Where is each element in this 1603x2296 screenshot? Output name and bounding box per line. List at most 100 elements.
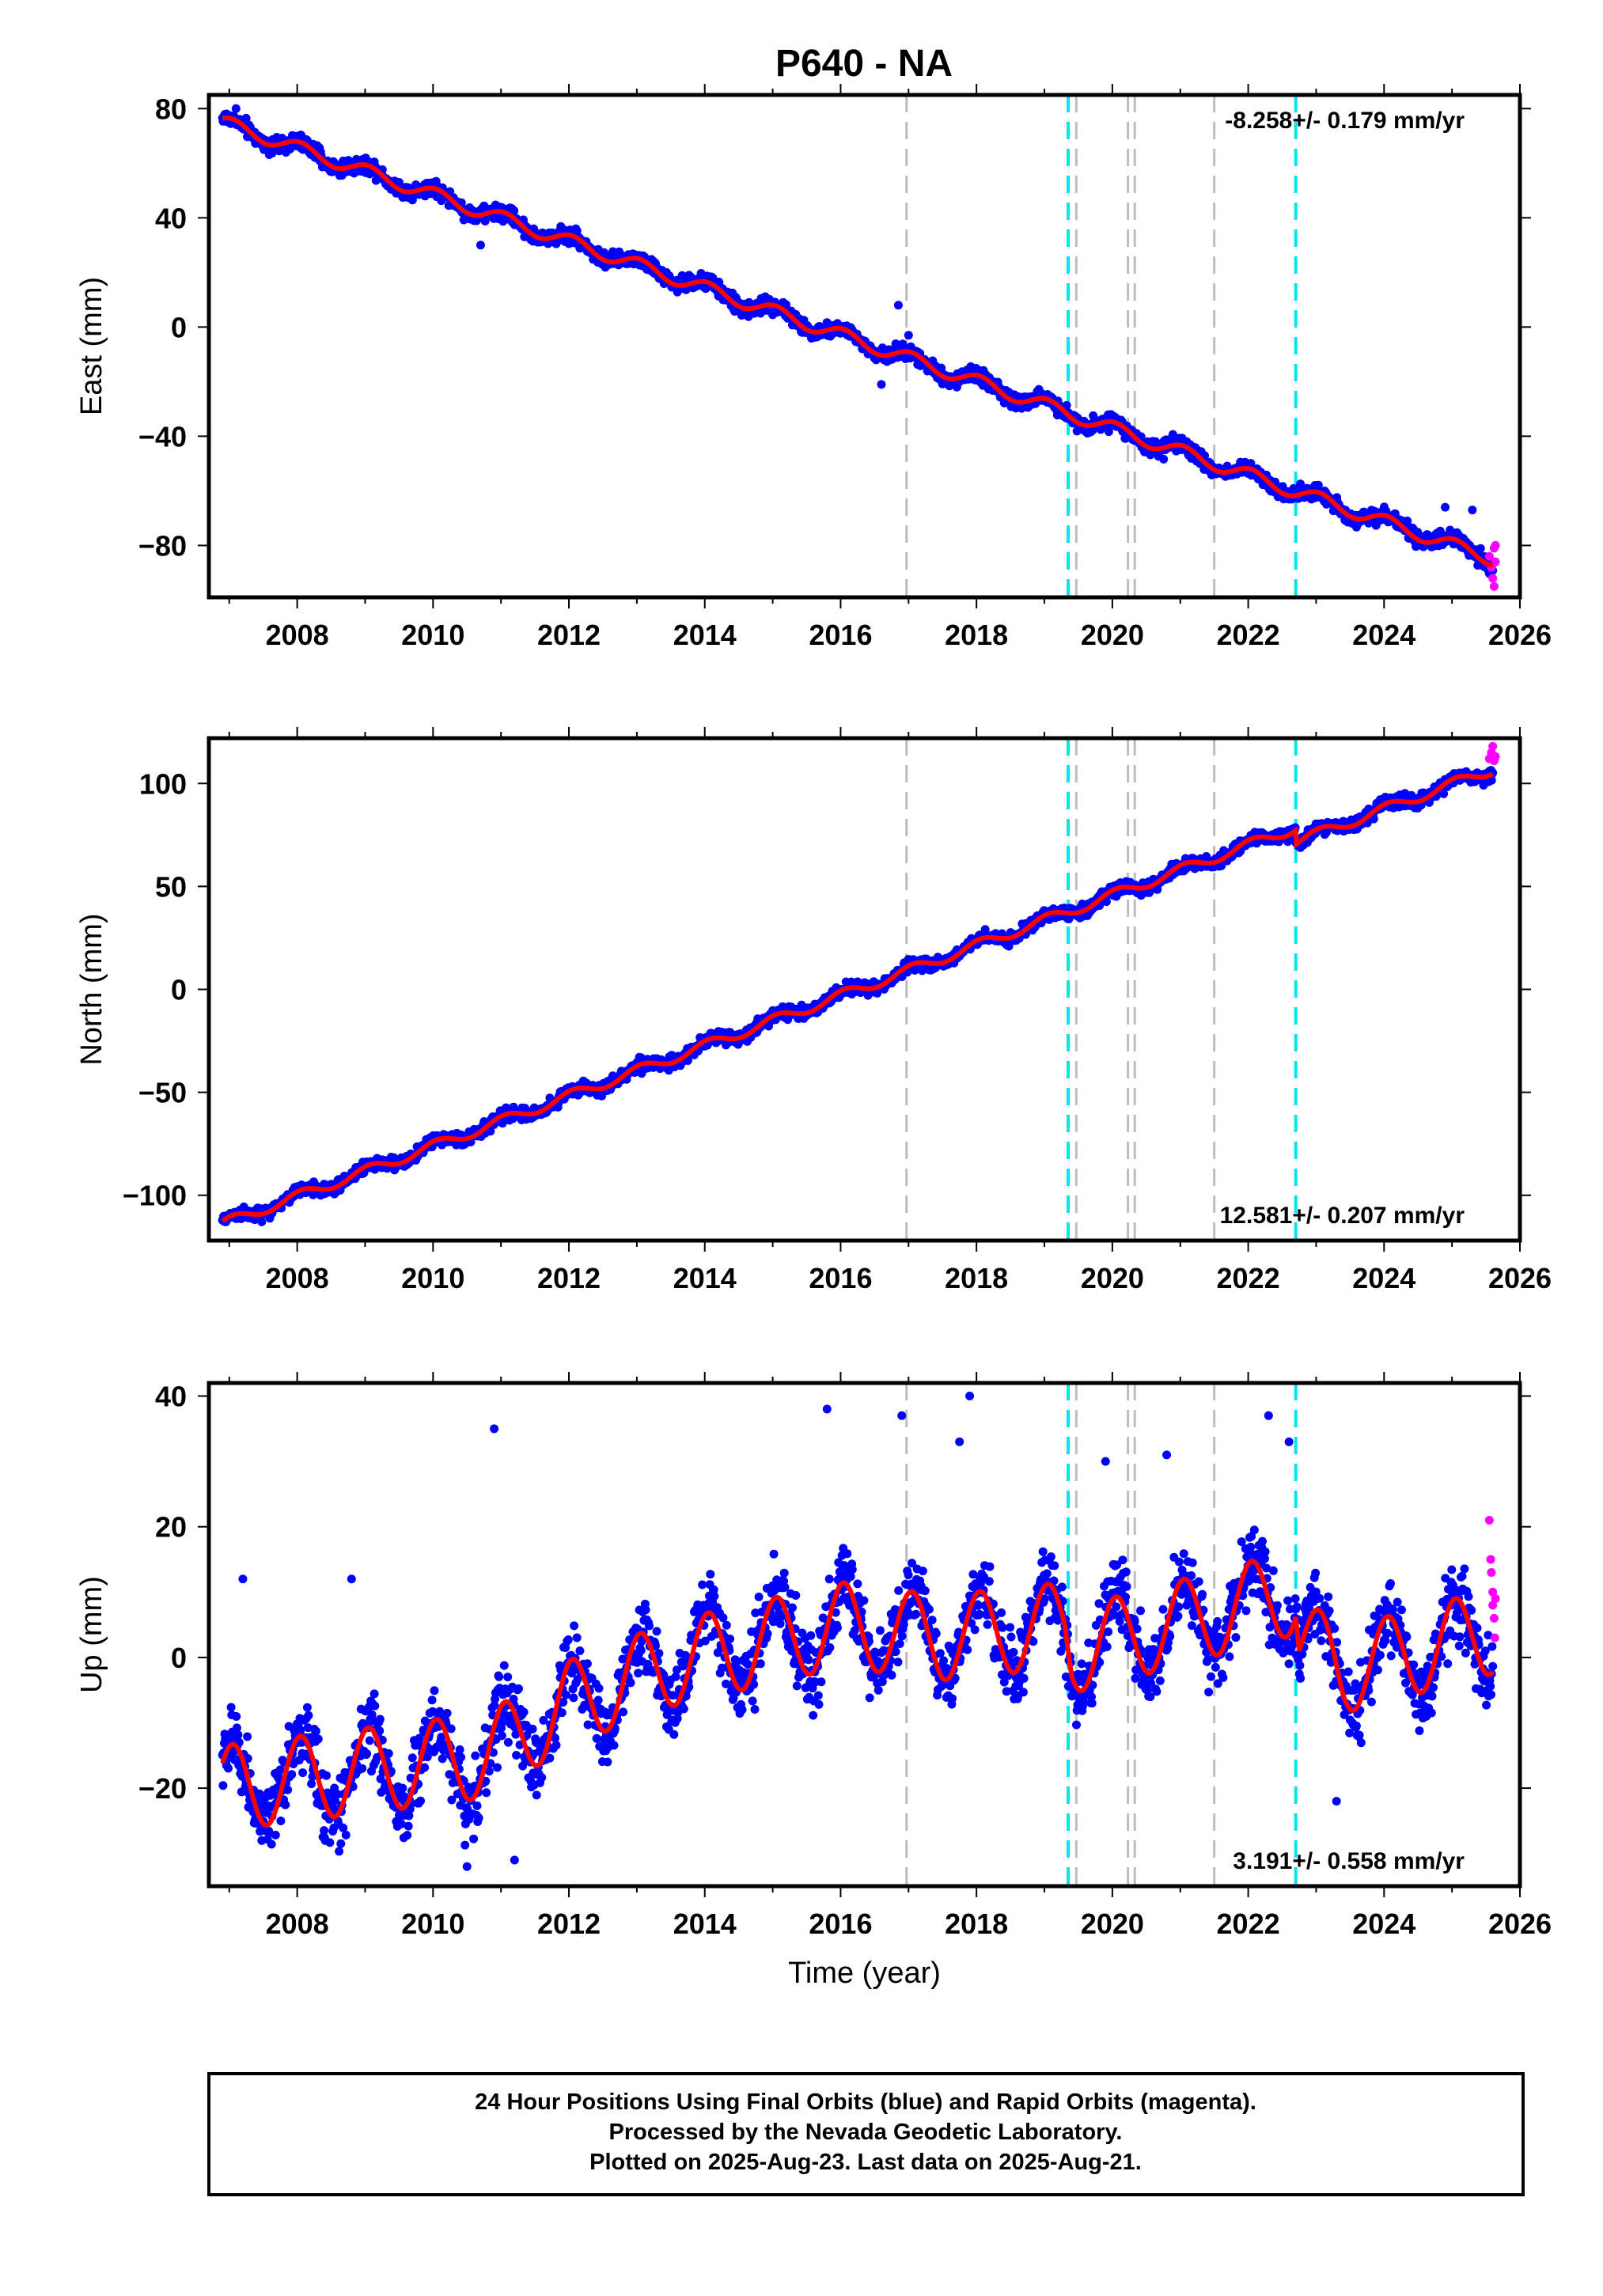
x-tick-label: 2012 bbox=[537, 619, 601, 651]
east-panel: 2008 2010 2012 2014 2016 2018 2020 2022 2024 2026… bbox=[75, 84, 1552, 651]
x-tick-label: 2010 bbox=[401, 1262, 464, 1294]
data-point bbox=[384, 1749, 393, 1758]
data-point bbox=[218, 1781, 228, 1790]
y-tick-label: −40 bbox=[138, 420, 187, 453]
data-point bbox=[336, 1839, 346, 1848]
x-tick-label: 2016 bbox=[809, 619, 872, 651]
y-tick-label: 50 bbox=[155, 870, 187, 903]
data-point bbox=[430, 1686, 439, 1695]
x-tick-label: 2026 bbox=[1488, 1262, 1552, 1294]
data-point bbox=[311, 1726, 320, 1736]
y-tick-label: 40 bbox=[155, 202, 187, 234]
data-point bbox=[325, 1838, 335, 1847]
data-point bbox=[1159, 454, 1169, 464]
event-lines bbox=[905, 95, 1298, 597]
y-tick-label: −100 bbox=[123, 1180, 187, 1212]
x-tick-label: 2024 bbox=[1352, 619, 1415, 651]
data-point bbox=[341, 1830, 351, 1839]
rapid-orbit-points bbox=[1484, 741, 1500, 766]
outlier-point bbox=[904, 331, 913, 340]
model-line bbox=[221, 771, 1495, 1223]
data-point bbox=[358, 1764, 367, 1773]
data-point bbox=[313, 1734, 323, 1744]
velocity-label: -8.258+/- 0.179 mm/yr bbox=[1225, 108, 1465, 134]
velocity-label: 12.581+/- 0.207 mm/yr bbox=[1220, 1203, 1465, 1229]
x-tick-label: 2024 bbox=[1352, 1262, 1415, 1294]
data-point bbox=[365, 1736, 374, 1745]
data-point bbox=[1104, 427, 1113, 437]
rapid-point bbox=[1491, 752, 1500, 761]
rapid-point bbox=[1484, 551, 1494, 561]
x-tick-label: 2020 bbox=[1081, 619, 1144, 651]
data-point bbox=[267, 1839, 276, 1849]
x-tick-label: 2018 bbox=[945, 619, 1008, 651]
data-point bbox=[407, 195, 417, 205]
y-tick-label: 0 bbox=[171, 974, 187, 1006]
x-tick-label: 2016 bbox=[809, 1262, 872, 1294]
outlier-point bbox=[1441, 502, 1450, 512]
data-point bbox=[404, 1821, 413, 1831]
outlier-point bbox=[231, 104, 241, 113]
x-tick-label: 2018 bbox=[945, 1262, 1008, 1294]
outlier-point bbox=[476, 241, 485, 250]
chart-title: P640 - NA bbox=[775, 43, 953, 85]
data-point bbox=[304, 1711, 313, 1720]
x-tick-label: 2014 bbox=[673, 619, 737, 651]
data-point bbox=[362, 1749, 372, 1759]
rapid-point bbox=[1489, 582, 1499, 591]
data-point bbox=[442, 1708, 452, 1718]
data-point bbox=[370, 1701, 380, 1711]
north-panel: 2008 2010 2012 2014 2016 2018 2020 2022 2024 2026… bbox=[75, 727, 1552, 1294]
data-point bbox=[233, 1730, 243, 1740]
rapid-point bbox=[1488, 574, 1498, 583]
data-point bbox=[232, 1712, 241, 1721]
y-tick-label: 80 bbox=[155, 93, 187, 125]
data-point bbox=[1476, 544, 1485, 553]
data-point bbox=[302, 1703, 312, 1712]
outlier-point bbox=[877, 380, 886, 389]
data-point bbox=[1296, 479, 1306, 489]
data-point bbox=[1313, 480, 1323, 490]
model-line bbox=[222, 116, 1494, 568]
data-point bbox=[1062, 400, 1071, 410]
data-point bbox=[271, 1830, 280, 1839]
y-tick-label: 100 bbox=[139, 767, 187, 800]
data-point bbox=[243, 1732, 252, 1741]
data-point bbox=[427, 1695, 437, 1705]
x-tick-label: 2010 bbox=[401, 619, 464, 651]
data-point bbox=[224, 1764, 233, 1773]
data-point bbox=[298, 1768, 308, 1778]
data-point bbox=[287, 1770, 297, 1779]
x-tick-label: 2012 bbox=[537, 1262, 601, 1294]
data-point bbox=[257, 1217, 267, 1226]
event-lines bbox=[905, 738, 1298, 1241]
data-point bbox=[446, 1724, 456, 1733]
up-panel: 2008 2010 2012 2014 2016 2018 2020 2022 2024 2026… bbox=[75, 1372, 1552, 1990]
data-point bbox=[398, 1783, 407, 1793]
data-point bbox=[283, 1785, 293, 1794]
data-point bbox=[416, 1796, 425, 1805]
data-point bbox=[403, 1831, 412, 1840]
rapid-point bbox=[1491, 557, 1500, 566]
outlier-point bbox=[893, 301, 903, 310]
x-tick-label: 2020 bbox=[1081, 1262, 1144, 1294]
y-tick-label: −80 bbox=[138, 529, 187, 562]
x-tick-label: 2014 bbox=[673, 1262, 737, 1294]
data-point bbox=[438, 1754, 447, 1764]
data-point bbox=[375, 1714, 385, 1724]
rapid-point bbox=[1488, 741, 1498, 751]
data-point bbox=[335, 1847, 344, 1856]
x-tick-label: 2022 bbox=[1217, 619, 1280, 651]
y-axis-label: East (mm) bbox=[75, 277, 108, 415]
y-tick-label: 0 bbox=[171, 311, 187, 343]
data-point bbox=[510, 206, 519, 215]
data-point bbox=[281, 1800, 290, 1809]
outlier-point bbox=[1468, 506, 1477, 515]
y-tick-label: −50 bbox=[138, 1077, 187, 1109]
data-point bbox=[369, 1689, 379, 1699]
x-tick-label: 2022 bbox=[1217, 1262, 1280, 1294]
x-tick-label: 2008 bbox=[266, 1262, 329, 1294]
data-point bbox=[226, 1703, 236, 1712]
plot-frame bbox=[207, 93, 1522, 600]
data-point bbox=[241, 113, 251, 123]
